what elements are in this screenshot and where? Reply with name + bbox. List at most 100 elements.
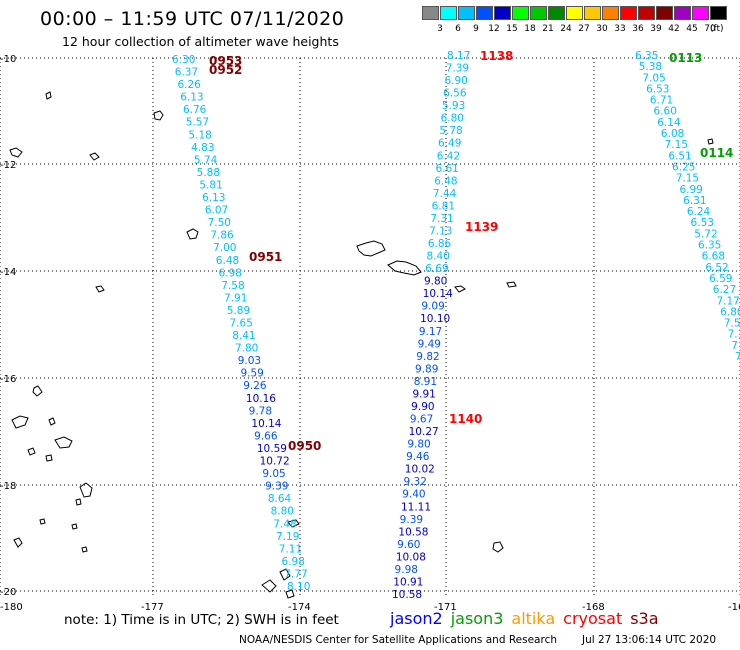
pass-time-label: 0950: [288, 439, 321, 453]
scale-label: 24: [560, 24, 572, 34]
wave-height-value: 10.02: [405, 464, 435, 476]
scale-swatch: [710, 6, 727, 20]
wave-height-value: 6.52: [705, 262, 728, 274]
wave-height-value: 6.90: [444, 75, 467, 87]
wave-height-value: 9.17: [419, 326, 442, 338]
wave-height-value: 6.60: [654, 106, 677, 118]
wave-height-value: 5.88: [197, 167, 220, 179]
wave-height-value: 6.99: [679, 184, 702, 196]
pass-time-label: 0114: [700, 146, 733, 160]
island-a5: [95, 285, 105, 293]
scale-swatch: [602, 6, 619, 20]
wave-height-value: 8.41: [232, 330, 255, 342]
island-a19: [707, 138, 714, 145]
scale-swatch: [620, 6, 637, 20]
wave-height-value: 7.48: [273, 518, 296, 530]
wave-height-value: 6.98: [219, 267, 242, 279]
pass-time-label: 0953: [209, 54, 242, 68]
pass-time-label: 1138: [480, 49, 513, 63]
wave-height-value: 8.91: [414, 376, 437, 388]
island-a11: [79, 482, 93, 498]
land-outlines: [9, 91, 714, 599]
wave-height-value: 5.74: [194, 154, 218, 166]
wave-height-value: 6.69: [425, 263, 448, 275]
wave-height-value: 7.91: [224, 292, 247, 304]
island-a12: [75, 498, 82, 506]
island-a14: [492, 541, 504, 553]
wave-height-value: 5.38: [639, 61, 662, 73]
island-a25: [81, 546, 88, 553]
wave-height-value: 7.77: [284, 568, 307, 580]
scale-unit: (ft): [710, 24, 724, 34]
scale-label: 6: [455, 24, 461, 34]
scale-label: 70: [704, 24, 716, 34]
wave-height-value: 10.58: [398, 526, 428, 538]
wave-height-value: 9.05: [262, 468, 285, 480]
wave-height-value: 7.19: [276, 531, 299, 543]
wave-height-value: 9.26: [243, 380, 267, 392]
wave-height-value: 6.71: [650, 95, 673, 107]
wave-height-value: 10.10: [420, 313, 450, 325]
wave-height-value: 6.35: [698, 240, 721, 252]
wave-height-value: 8.64: [268, 493, 292, 505]
island-a1: [153, 110, 164, 121]
wave-height-value: 9.39: [265, 481, 288, 493]
wave-height-value: 9.46: [406, 451, 430, 463]
island-a16: [261, 579, 277, 593]
map-grid: -10 -12 -14 -16 -18 -20 -180 -177 -174 -171 -168 -1…: [0, 54, 740, 613]
scale-label: 21: [542, 24, 554, 34]
scale-swatch: [656, 6, 673, 20]
wave-height-value: 7.13: [429, 225, 452, 237]
scale-label: 27: [578, 24, 590, 34]
wave-height-value: 6.68: [702, 251, 725, 263]
lon-label: -180: [0, 602, 23, 613]
wave-height-value: 6.53: [691, 217, 714, 229]
pass-time-label: 0113: [669, 51, 702, 65]
credit-text: NOAA/NESDIS Center for Satellite Applica…: [239, 634, 557, 646]
wave-height-value: 9.91: [412, 388, 435, 400]
wave-height-value: 7.65: [230, 318, 253, 330]
wave-height-value: 7.80: [235, 343, 258, 355]
wave-height-value: 10.14: [251, 418, 281, 430]
scale-label: 15: [506, 24, 518, 34]
wave-height-value: 6.26: [177, 79, 201, 91]
wave-height-value: 9.09: [421, 301, 444, 313]
wave-height-value: 6.08: [661, 128, 684, 140]
wave-height-value: 6.48: [434, 175, 457, 187]
wave-height-value: 5.93: [442, 100, 465, 112]
lon-label: -171: [434, 602, 457, 613]
wave-height-value: 6.14: [657, 117, 681, 129]
scale-label: 18: [524, 24, 536, 34]
wave-height-value: 7.31: [430, 213, 453, 225]
wave-height-value: 5.18: [188, 129, 211, 141]
scale-swatch: [638, 6, 655, 20]
satellite-legend-jason3: jason3: [450, 609, 504, 628]
wave-height-value: 6.98: [282, 556, 305, 568]
island-a18: [285, 589, 295, 599]
scale-label: 12: [488, 24, 500, 34]
wave-height-value: 6.61: [435, 163, 458, 175]
scale-swatch: [566, 6, 583, 20]
island-a13: [13, 537, 23, 548]
wave-height-value: 6.80: [441, 113, 464, 125]
island-a23: [71, 523, 78, 530]
wave-height-value: 6.42: [437, 150, 460, 162]
wave-height-value: 6.48: [216, 255, 239, 267]
island-a8: [11, 415, 29, 429]
wave-height-value: 6.81: [432, 200, 455, 212]
lat-label: -12: [0, 160, 16, 171]
scale-label: 33: [614, 24, 626, 34]
scale-label: 9: [473, 24, 479, 34]
satellite-legend-altika: altika: [511, 609, 556, 628]
island-wallis: [186, 228, 199, 240]
lon-label: -174: [288, 602, 311, 613]
timestamp: Jul 27 13:06:14 UTC 2020: [582, 634, 717, 646]
island-a7: [506, 281, 517, 288]
wave-height-value: 6.80: [720, 306, 740, 318]
island-a2: [45, 91, 52, 100]
scale-label: 30: [596, 24, 608, 34]
wave-height-value: 9.89: [415, 363, 438, 375]
wave-height-value: 6.25: [672, 161, 695, 173]
island-a6: [454, 285, 466, 293]
